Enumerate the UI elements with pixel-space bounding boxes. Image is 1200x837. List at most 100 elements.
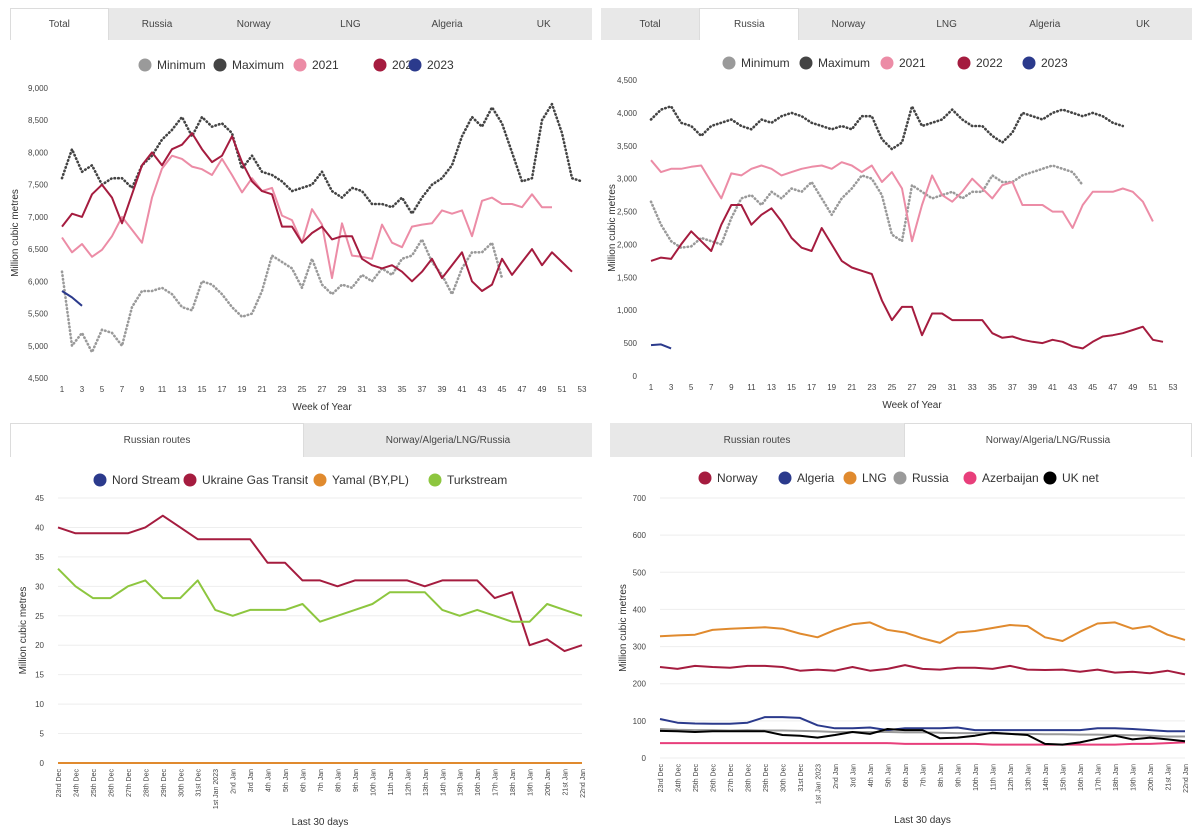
x-tick-label: 19th Jan <box>528 769 535 796</box>
x-tick-label: 15th Jan <box>1061 764 1068 791</box>
y-tick-label: 9,000 <box>28 84 49 93</box>
x-tick-label: 9 <box>729 383 734 392</box>
x-tick-label: 24th Dec <box>676 764 683 793</box>
legend-marker <box>722 56 736 70</box>
russian-routes-panel: Russian routes Norway/Algeria/LNG/Russia… <box>10 423 592 833</box>
x-tick-label: 6th Jan <box>301 769 308 792</box>
x-tick-label: 23rd Dec <box>56 769 63 798</box>
russian-routes-line-chart: 0 5 10 15 20 25 30 35 40 45 23rd Dec 24th Dec 25th D… <box>18 473 587 828</box>
legend-marker <box>799 56 813 70</box>
x-tick-label: 31st Dec <box>798 764 805 792</box>
x-tick-label: 24th Dec <box>73 769 80 798</box>
tab-total[interactable]: Total <box>639 18 661 30</box>
x-tick-label: 35 <box>398 385 407 394</box>
series-line-2022 <box>61 132 573 292</box>
legend-marker <box>957 56 971 70</box>
x-tick-label: 31 <box>358 385 367 394</box>
y-tick-label: 15 <box>35 671 44 680</box>
y-tick-label: 3,000 <box>617 175 638 184</box>
russia-chart-panel: Total Russia Norway LNG Algeria UK 0 500 1… <box>601 8 1192 418</box>
y-tick-label: 400 <box>633 605 647 614</box>
y-tick-label: 300 <box>633 643 647 652</box>
x-tick-label: 39 <box>1028 383 1037 392</box>
tab-russia[interactable]: Russia <box>141 18 173 30</box>
sources-line-chart: 0 100 200 300 400 500 600 700 23rd Dec 24th Dec 25… <box>618 471 1190 826</box>
x-tick-label: 43 <box>1068 383 1077 392</box>
tab-lng[interactable]: LNG <box>340 18 361 30</box>
tab-russia[interactable]: Russia <box>699 8 800 40</box>
legend-marker <box>1022 56 1036 70</box>
x-tick-label: 29 <box>928 383 937 392</box>
region-tabs: Total Russia Norway LNG Algeria UK <box>601 8 1192 40</box>
x-axis-label: Last 30 days <box>292 817 349 828</box>
y-tick-label: 0 <box>633 372 638 381</box>
legend-label: Azerbaijan <box>982 471 1039 485</box>
y-tick-label: 0 <box>642 754 647 763</box>
x-tick-label: 1 <box>60 385 65 394</box>
tab-algeria[interactable]: Algeria <box>1029 18 1061 30</box>
x-tick-label: 20th Jan <box>1148 764 1155 791</box>
series-line-2023 <box>61 290 83 307</box>
x-tick-label: 15th Jan <box>458 769 465 796</box>
x-tick-label: 16th Jan <box>1078 764 1085 791</box>
x-tick-label: 15 <box>787 383 796 392</box>
tab-total[interactable]: Total <box>10 8 109 40</box>
x-tick-label: 27 <box>318 385 327 394</box>
x-tick-label: 7 <box>120 385 125 394</box>
x-tick-label: 10th Jan <box>973 764 980 791</box>
tab-uk[interactable]: UK <box>1135 18 1150 30</box>
y-tick-label: 5,500 <box>28 310 49 319</box>
series-line-russia <box>659 728 1185 738</box>
series-line-minimum <box>60 238 504 354</box>
x-tick-label: 5 <box>689 383 694 392</box>
legend-marker <box>138 58 152 72</box>
series-line-2022 <box>650 204 1164 350</box>
x-tick-label: 3rd Jan <box>851 764 858 787</box>
tab-uk[interactable]: UK <box>536 18 551 30</box>
tab-norway[interactable]: Norway <box>236 18 271 30</box>
y-tick-label: 8,500 <box>28 116 49 125</box>
series-line-2021 <box>650 159 1154 243</box>
tab-sources[interactable]: Norway/Algeria/LNG/Russia <box>385 434 511 446</box>
y-axis-label: Million cubic metres <box>607 184 618 272</box>
y-tick-label: 35 <box>35 553 44 562</box>
tab-russian-routes[interactable]: Russian routes <box>723 434 791 446</box>
y-tick-label: 3,500 <box>617 142 638 151</box>
x-tick-label: 14th Jan <box>1043 764 1050 791</box>
x-tick-label: 51 <box>1148 383 1157 392</box>
y-tick-label: 40 <box>35 523 44 532</box>
x-tick-label: 26th Dec <box>108 769 115 798</box>
tab-russian-routes[interactable]: Russian routes <box>10 423 304 457</box>
tab-sources[interactable]: Norway/Algeria/LNG/Russia <box>904 423 1192 457</box>
legend-label: Minimum <box>157 58 206 72</box>
tab-algeria[interactable]: Algeria <box>431 18 463 30</box>
legend-marker <box>408 58 422 72</box>
legend-label: Minimum <box>741 56 790 70</box>
y-tick-label: 0 <box>40 759 45 768</box>
tab-norway[interactable]: Norway <box>831 18 866 30</box>
x-tick-label: 53 <box>1169 383 1178 392</box>
series-line-azerbaijan <box>660 741 1186 746</box>
x-axis-label: Week of Year <box>882 400 942 411</box>
legend-label: Nord Stream <box>112 473 180 487</box>
x-tick-label: 17th Jan <box>493 769 500 796</box>
x-tick-label: 23 <box>867 383 876 392</box>
legend-label: Ukraine Gas Transit <box>202 473 309 487</box>
legend-marker <box>778 471 792 485</box>
series-line-minimum <box>649 164 1085 249</box>
x-tick-label: 1st Jan 2023 <box>816 764 823 804</box>
y-tick-label: 100 <box>633 717 647 726</box>
x-tick-label: 10th Jan <box>370 769 377 796</box>
x-tick-label: 30th Dec <box>178 769 185 798</box>
x-tick-label: 22nd Jan <box>1183 764 1190 793</box>
x-tick-label: 30th Dec <box>781 764 788 793</box>
x-tick-label: 17th Jan <box>1096 764 1103 791</box>
y-tick-label: 6,500 <box>28 245 49 254</box>
tab-lng[interactable]: LNG <box>936 18 957 30</box>
y-tick-label: 25 <box>35 612 44 621</box>
y-tick-label: 5,000 <box>28 342 49 351</box>
series-line-maximum <box>649 105 1125 151</box>
x-tick-label: 13 <box>178 385 187 394</box>
x-tick-label: 47 <box>1108 383 1117 392</box>
x-tick-label: 11th Jan <box>388 769 395 795</box>
